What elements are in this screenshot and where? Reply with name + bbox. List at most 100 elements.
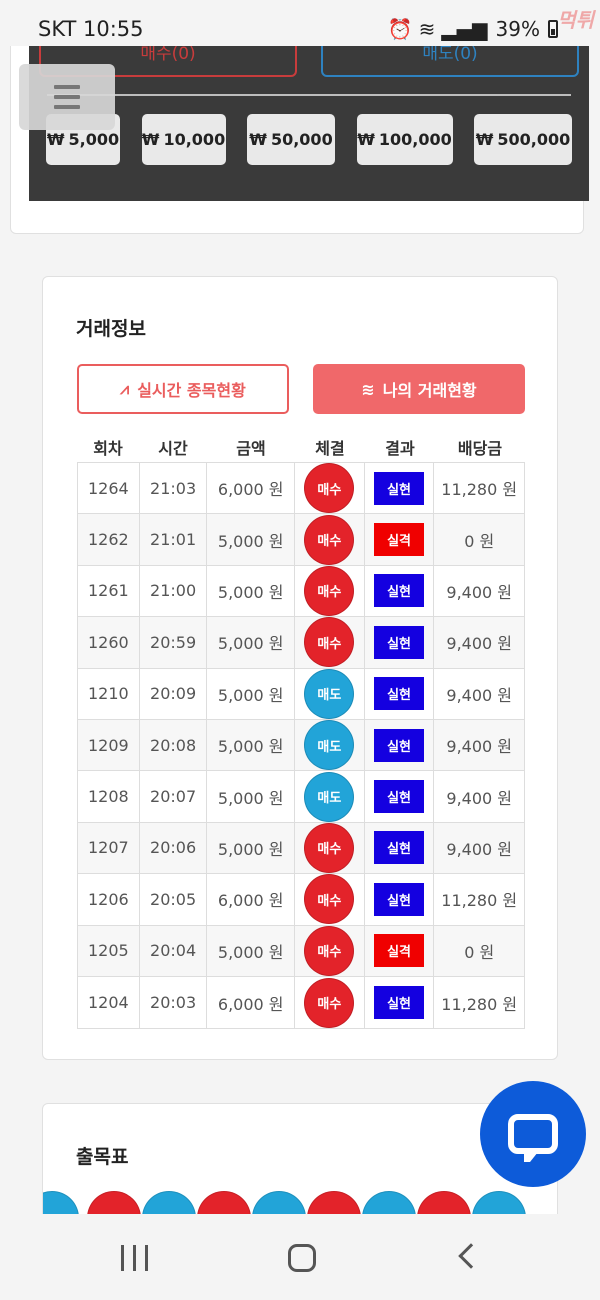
result-cell: 실현 bbox=[365, 719, 435, 771]
amount-button[interactable]: ₩500,000 bbox=[474, 114, 572, 165]
direction-badge: 매수 bbox=[304, 822, 355, 873]
alarm-icon: ⏰ bbox=[387, 17, 413, 41]
round-cell: 1205 bbox=[78, 925, 140, 976]
time-cell: 20:05 bbox=[140, 874, 208, 925]
table-row: 1209 20:08 5,000 원 매도 실현 9,400 원 bbox=[78, 719, 524, 772]
time-cell: 21:03 bbox=[140, 463, 208, 514]
round-cell: 1264 bbox=[78, 463, 140, 514]
result-badge: 실현 bbox=[374, 780, 425, 814]
direction-cell: 매수 bbox=[295, 463, 365, 514]
direction-badge: 매수 bbox=[304, 925, 355, 976]
amount-cell: 5,000 원 bbox=[207, 668, 296, 719]
round-cell: 1208 bbox=[78, 771, 140, 822]
result-badge: 실현 bbox=[374, 471, 425, 505]
time-cell: 20:03 bbox=[140, 976, 208, 1029]
pulse-icon: ⩘ bbox=[120, 379, 130, 398]
amount-button[interactable]: ₩100,000 bbox=[356, 114, 453, 165]
amount-cell: 6,000 원 bbox=[207, 463, 296, 514]
status-bar: SKT 10:55 ⏰ ≋ ▂▄▆ 39% 먹튀 bbox=[0, 0, 600, 46]
direction-badge: 매수 bbox=[304, 617, 355, 668]
payout-cell: 11,280 원 bbox=[441, 994, 518, 1014]
time-cell: 21:00 bbox=[140, 565, 208, 617]
chat-button[interactable] bbox=[480, 1081, 586, 1187]
hamburger-icon[interactable] bbox=[19, 64, 115, 130]
payout-cell: 9,400 원 bbox=[446, 737, 513, 757]
result-cell: 실격 bbox=[365, 514, 435, 565]
direction-badge: 매도 bbox=[304, 720, 355, 771]
round-cell: 1262 bbox=[78, 514, 140, 565]
payout-cell: 9,400 원 bbox=[446, 634, 513, 654]
direction-cell: 매도 bbox=[295, 668, 365, 719]
trade-table: 1264 21:03 6,000 원 매수 실현 11,280 원 1262 21:01 5,0… bbox=[77, 462, 525, 1030]
amount-cell: 6,000 원 bbox=[207, 976, 296, 1029]
amount-cell: 6,000 원 bbox=[207, 874, 296, 925]
result-cell: 실현 bbox=[365, 976, 435, 1029]
table-row: 1207 20:06 5,000 원 매수 실현 9,400 원 bbox=[78, 822, 524, 875]
recent-apps-icon[interactable] bbox=[121, 1245, 148, 1271]
amount-button[interactable]: ₩10,000 bbox=[141, 114, 226, 165]
tab-my-trades[interactable]: ≋ 나의 거래현황 bbox=[313, 364, 525, 414]
result-cell: 실현 bbox=[365, 874, 435, 925]
result-cell: 실현 bbox=[365, 565, 435, 617]
payout-cell: 9,400 원 bbox=[446, 839, 513, 859]
direction-badge: 매수 bbox=[304, 463, 355, 514]
result-badge: 실현 bbox=[374, 677, 425, 711]
table-row: 1204 20:03 6,000 원 매수 실현 11,280 원 bbox=[78, 976, 524, 1029]
chat-bubble-icon bbox=[508, 1114, 558, 1162]
time-cell: 20:09 bbox=[140, 668, 208, 719]
result-badge: 실현 bbox=[374, 728, 425, 762]
table-row: 1210 20:09 5,000 원 매도 실현 9,400 원 bbox=[78, 668, 524, 720]
section-title: 거래정보 bbox=[76, 318, 146, 340]
carrier-time: SKT 10:55 bbox=[38, 17, 144, 41]
time-cell: 21:01 bbox=[140, 514, 208, 565]
direction-cell: 매수 bbox=[295, 514, 365, 565]
direction-badge: 매도 bbox=[304, 771, 355, 822]
result-badge: 실현 bbox=[374, 986, 425, 1020]
result-badge: 실현 bbox=[374, 574, 425, 608]
direction-badge: 매수 bbox=[304, 874, 355, 925]
amount-button[interactable]: ₩50,000 bbox=[247, 114, 335, 165]
direction-badge: 매수 bbox=[304, 565, 355, 616]
round-cell: 1207 bbox=[78, 822, 140, 874]
table-row: 1208 20:07 5,000 원 매도 실현 9,400 원 bbox=[78, 771, 524, 823]
home-icon[interactable] bbox=[288, 1244, 316, 1272]
time-cell: 20:59 bbox=[140, 617, 208, 668]
round-cell: 1209 bbox=[78, 719, 140, 771]
result-badge: 실격 bbox=[374, 523, 425, 557]
amount-cell: 5,000 원 bbox=[207, 925, 296, 976]
column-header: 결과 bbox=[385, 439, 415, 458]
table-row: 1205 20:04 5,000 원 매수 실격 0 원 bbox=[78, 925, 524, 977]
amount-buttons: ₩5,000 ₩10,000 ₩50,000 ₩100,000 ₩500,000 bbox=[46, 114, 572, 165]
table-row: 1262 21:01 5,000 원 매수 실격 0 원 bbox=[78, 514, 524, 566]
direction-badge: 매수 bbox=[304, 977, 355, 1028]
result-cell: 실현 bbox=[365, 771, 435, 822]
round-cell: 1260 bbox=[78, 617, 140, 668]
status-icons: ⏰ ≋ ▂▄▆ bbox=[388, 17, 488, 41]
result-badge: 실현 bbox=[374, 831, 425, 865]
trade-info-card: 거래정보 ⩘ 실시간 종목현황 ≋ 나의 거래현황 회차 시간 금액 체결 결과… bbox=[42, 276, 558, 1060]
time-cell: 20:08 bbox=[140, 719, 208, 771]
direction-badge: 매도 bbox=[304, 668, 355, 719]
direction-badge: 매수 bbox=[304, 514, 355, 565]
payout-cell: 11,280 원 bbox=[441, 891, 518, 911]
signal-icon: ▂▄▆ bbox=[441, 17, 488, 41]
result-cell: 실현 bbox=[365, 463, 435, 514]
tab-realtime-status[interactable]: ⩘ 실시간 종목현황 bbox=[77, 364, 289, 414]
amount-cell: 5,000 원 bbox=[207, 565, 296, 617]
direction-cell: 매수 bbox=[295, 617, 365, 668]
result-cell: 실격 bbox=[365, 925, 435, 976]
wifi-icon: ≋ bbox=[418, 17, 436, 41]
payout-cell: 9,400 원 bbox=[446, 788, 513, 808]
system-nav-bar bbox=[0, 1214, 600, 1300]
round-cell: 1261 bbox=[78, 565, 140, 617]
column-header: 체결 bbox=[315, 439, 345, 458]
column-header: 배당금 bbox=[457, 439, 503, 458]
wave-icon: ≋ bbox=[361, 379, 375, 399]
section-title: 출목표 bbox=[76, 1146, 129, 1168]
watermark-logo: 먹튀 bbox=[557, 8, 594, 32]
column-header: 금액 bbox=[236, 439, 266, 458]
back-icon[interactable] bbox=[458, 1243, 484, 1269]
payout-cell: 9,400 원 bbox=[446, 582, 513, 602]
round-cell: 1210 bbox=[78, 668, 140, 719]
time-cell: 20:06 bbox=[140, 822, 208, 874]
